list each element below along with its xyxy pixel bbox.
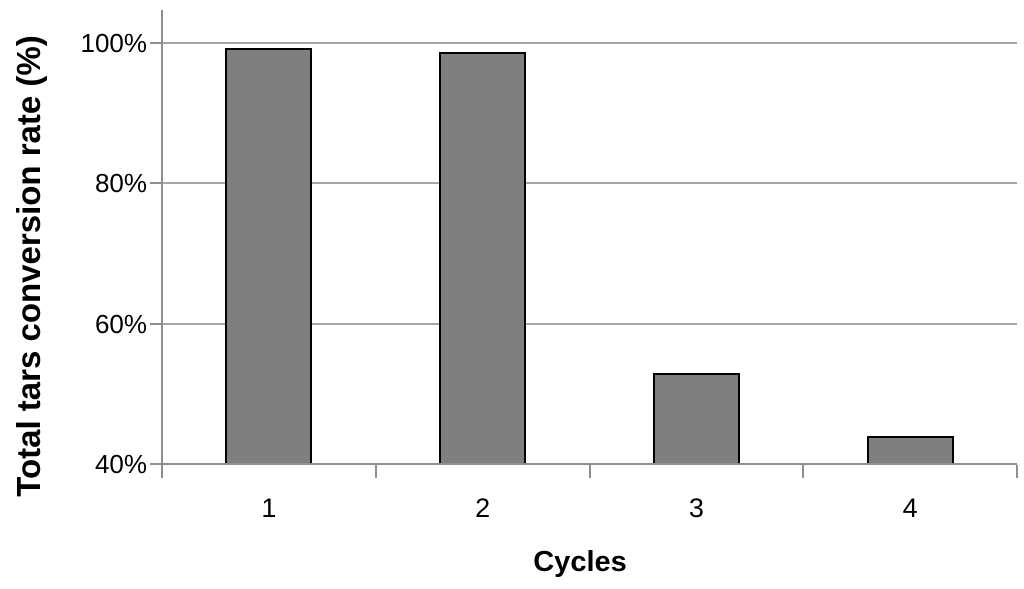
y-axis-tick-40 xyxy=(150,463,162,465)
y-tick-label-80: 80% xyxy=(94,168,147,199)
x-axis-title: Cycles xyxy=(533,546,627,578)
x-axis-tick-2 xyxy=(588,465,591,478)
x-axis-tick-3 xyxy=(802,465,805,478)
y-axis-tick-80 xyxy=(150,182,162,185)
x-tick-label-1: 1 xyxy=(261,493,277,523)
y-axis-line xyxy=(161,10,163,478)
y-tick-label-100: 100% xyxy=(80,28,148,58)
gridline-60 xyxy=(162,322,1017,325)
bar-cycle-3 xyxy=(652,372,740,464)
y-axis-title: Total tars conversion rate (%) xyxy=(10,35,47,497)
x-tick-label-2: 2 xyxy=(475,493,491,523)
x-tick-label-4: 4 xyxy=(902,493,918,523)
y-axis-tick-60 xyxy=(150,322,162,325)
y-axis-tick-100 xyxy=(150,42,162,44)
x-tick-label-3: 3 xyxy=(688,493,704,523)
gridline-80 xyxy=(162,182,1017,185)
x-axis-line xyxy=(162,463,1017,465)
y-tick-label-40: 40% xyxy=(94,449,147,479)
y-tick-label-60: 60% xyxy=(94,308,147,339)
x-axis-tick-4 xyxy=(1016,465,1018,478)
x-axis-tick-1 xyxy=(374,465,377,478)
bar-cycle-4 xyxy=(866,435,954,464)
gridline-100 xyxy=(162,42,1017,44)
bar-cycle-1 xyxy=(225,47,313,464)
bar-cycle-2 xyxy=(439,52,527,464)
